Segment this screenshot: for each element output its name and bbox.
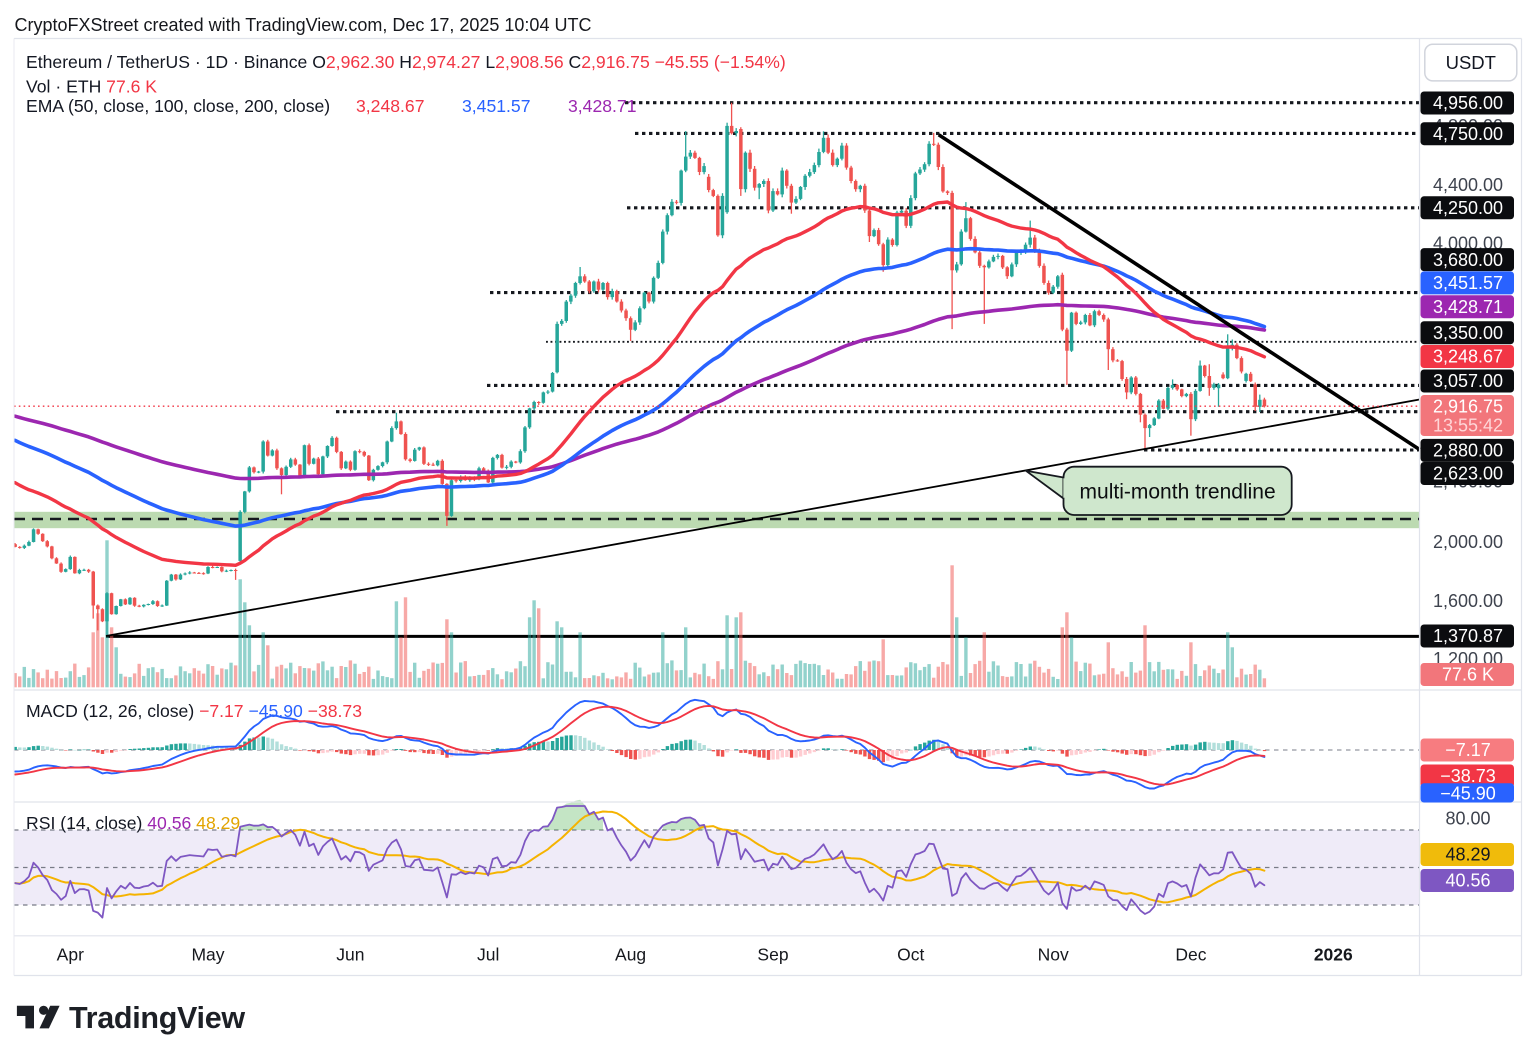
svg-text:RSI (14, close) 40.56 48.29: RSI (14, close) 40.56 48.29 bbox=[26, 813, 240, 833]
svg-text:EMA (50, close, 100, close, 20: EMA (50, close, 100, close, 200, close) 3… bbox=[26, 96, 637, 116]
svg-text:3,057.00: 3,057.00 bbox=[1433, 371, 1503, 391]
svg-text:TradingView: TradingView bbox=[69, 1001, 245, 1035]
svg-text:40.56: 40.56 bbox=[1445, 871, 1490, 891]
svg-text:1,370.87: 1,370.87 bbox=[1433, 626, 1503, 646]
svg-text:2,000.00: 2,000.00 bbox=[1433, 532, 1503, 552]
svg-text:3,451.57: 3,451.57 bbox=[1433, 273, 1503, 293]
svg-text:4,956.00: 4,956.00 bbox=[1433, 93, 1503, 113]
svg-text:Nov: Nov bbox=[1038, 945, 1069, 965]
svg-text:multi-month trendline: multi-month trendline bbox=[1080, 481, 1276, 504]
svg-text:−7.17: −7.17 bbox=[1445, 740, 1491, 760]
svg-text:3,680.00: 3,680.00 bbox=[1433, 250, 1503, 270]
svg-text:−38.73: −38.73 bbox=[1440, 766, 1496, 786]
svg-text:48.29: 48.29 bbox=[1445, 845, 1490, 865]
svg-text:3,428.71: 3,428.71 bbox=[1433, 297, 1503, 317]
svg-text:Oct: Oct bbox=[897, 945, 924, 965]
svg-text:2,623.00: 2,623.00 bbox=[1433, 464, 1503, 484]
svg-text:Ethereum / TetherUS · 1D · Bin: Ethereum / TetherUS · 1D · Binance O2,96… bbox=[26, 52, 786, 72]
svg-text:CryptoFXStreet created with Tr: CryptoFXStreet created with TradingView.… bbox=[15, 15, 592, 35]
svg-text:Jul: Jul bbox=[477, 945, 499, 965]
svg-text:2026: 2026 bbox=[1314, 945, 1353, 965]
svg-text:May: May bbox=[191, 945, 224, 965]
svg-text:4,400.00: 4,400.00 bbox=[1433, 175, 1503, 195]
svg-text:Dec: Dec bbox=[1175, 945, 1206, 965]
svg-text:−45.90: −45.90 bbox=[1440, 784, 1496, 804]
svg-text:2,916.75: 2,916.75 bbox=[1433, 397, 1503, 417]
svg-text:13:55:42: 13:55:42 bbox=[1433, 416, 1503, 436]
svg-text:USDT: USDT bbox=[1446, 52, 1496, 73]
svg-text:4,250.00: 4,250.00 bbox=[1433, 198, 1503, 218]
svg-text:Jun: Jun bbox=[336, 945, 364, 965]
svg-text:80.00: 80.00 bbox=[1445, 809, 1490, 829]
svg-text:MACD (12, 26, close) −7.17 −45: MACD (12, 26, close) −7.17 −45.90 −38.73 bbox=[26, 701, 362, 721]
svg-text:Vol · ETH 77.6 K: Vol · ETH 77.6 K bbox=[26, 77, 157, 97]
svg-text:Aug: Aug bbox=[615, 945, 646, 965]
svg-text:4,750.00: 4,750.00 bbox=[1433, 124, 1503, 144]
svg-text:Apr: Apr bbox=[57, 945, 84, 965]
svg-text:3,248.67: 3,248.67 bbox=[1433, 347, 1503, 367]
svg-text:1,600.00: 1,600.00 bbox=[1433, 591, 1503, 611]
svg-text:2,880.00: 2,880.00 bbox=[1433, 441, 1503, 461]
svg-text:77.6 K: 77.6 K bbox=[1442, 665, 1494, 685]
svg-text:3,350.00: 3,350.00 bbox=[1433, 323, 1503, 343]
svg-text:Sep: Sep bbox=[757, 945, 788, 965]
